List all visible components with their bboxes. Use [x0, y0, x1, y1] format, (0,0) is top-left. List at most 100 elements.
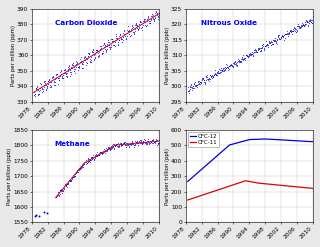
CFC-11: [264, 182, 268, 185]
Point: [44, 85, 50, 89]
Point: [302, 22, 307, 26]
Point: [286, 30, 292, 34]
Point: [86, 159, 92, 163]
Point: [77, 64, 82, 68]
Point: [245, 55, 251, 59]
Point: [113, 144, 118, 148]
Point: [58, 188, 63, 192]
Point: [131, 30, 136, 34]
Point: [59, 188, 64, 192]
Point: [216, 71, 221, 75]
Point: [133, 139, 138, 143]
Point: [57, 188, 62, 192]
Point: [152, 140, 157, 144]
CFC-12: [264, 138, 268, 141]
Point: [196, 81, 201, 85]
CFC-11: [235, 182, 239, 185]
Point: [119, 37, 124, 41]
Point: [113, 144, 118, 148]
Point: [74, 170, 79, 174]
Point: [74, 62, 79, 66]
Point: [132, 29, 137, 33]
Point: [228, 63, 233, 67]
Point: [125, 142, 130, 146]
Point: [277, 33, 282, 37]
Point: [139, 142, 144, 145]
Point: [188, 83, 194, 87]
Point: [71, 65, 76, 69]
Point: [66, 65, 71, 69]
Point: [150, 13, 155, 17]
Point: [267, 39, 272, 43]
Point: [104, 148, 109, 152]
Point: [112, 43, 117, 47]
Point: [134, 139, 139, 143]
Point: [109, 144, 114, 148]
CFC-11: [186, 199, 190, 202]
Point: [289, 29, 294, 33]
Point: [146, 140, 151, 144]
Point: [200, 78, 205, 82]
Point: [75, 170, 80, 174]
Point: [127, 34, 132, 38]
Point: [213, 72, 219, 76]
Point: [35, 87, 40, 91]
Point: [125, 29, 130, 33]
Point: [197, 80, 202, 84]
Point: [132, 143, 137, 147]
Point: [89, 155, 94, 159]
CFC-12: [255, 138, 259, 141]
Point: [195, 83, 200, 87]
Point: [248, 52, 253, 56]
Point: [276, 36, 281, 40]
Point: [223, 65, 228, 69]
Point: [281, 34, 286, 38]
Point: [289, 30, 294, 34]
Point: [132, 142, 138, 146]
Point: [231, 62, 236, 66]
Point: [248, 53, 253, 57]
Point: [302, 24, 307, 28]
Point: [264, 42, 269, 46]
Point: [98, 150, 103, 154]
Point: [44, 86, 49, 90]
Point: [110, 144, 116, 148]
Point: [259, 45, 264, 49]
Point: [119, 36, 124, 40]
Point: [126, 144, 131, 147]
Point: [52, 80, 58, 83]
Text: Methane: Methane: [55, 141, 90, 147]
Point: [77, 60, 82, 64]
Point: [37, 89, 42, 93]
Point: [55, 193, 60, 197]
Point: [212, 73, 217, 77]
Point: [221, 68, 226, 72]
Point: [285, 31, 290, 35]
Point: [186, 89, 191, 93]
Point: [74, 60, 79, 64]
Point: [99, 151, 104, 155]
Point: [131, 142, 136, 145]
Point: [283, 33, 288, 37]
Point: [35, 85, 40, 89]
Point: [84, 61, 89, 64]
Point: [275, 37, 280, 41]
Point: [287, 31, 292, 35]
Point: [266, 41, 271, 45]
Point: [124, 37, 129, 41]
Point: [209, 75, 214, 79]
Point: [83, 160, 88, 164]
Point: [78, 166, 84, 170]
Point: [36, 93, 41, 97]
Point: [265, 43, 270, 47]
Point: [219, 68, 224, 72]
Point: [33, 86, 38, 90]
Point: [86, 51, 91, 55]
Point: [233, 60, 238, 63]
Point: [66, 178, 71, 182]
Point: [64, 74, 69, 78]
Point: [250, 52, 255, 56]
Point: [48, 83, 53, 87]
Point: [293, 30, 299, 34]
Point: [72, 71, 77, 75]
